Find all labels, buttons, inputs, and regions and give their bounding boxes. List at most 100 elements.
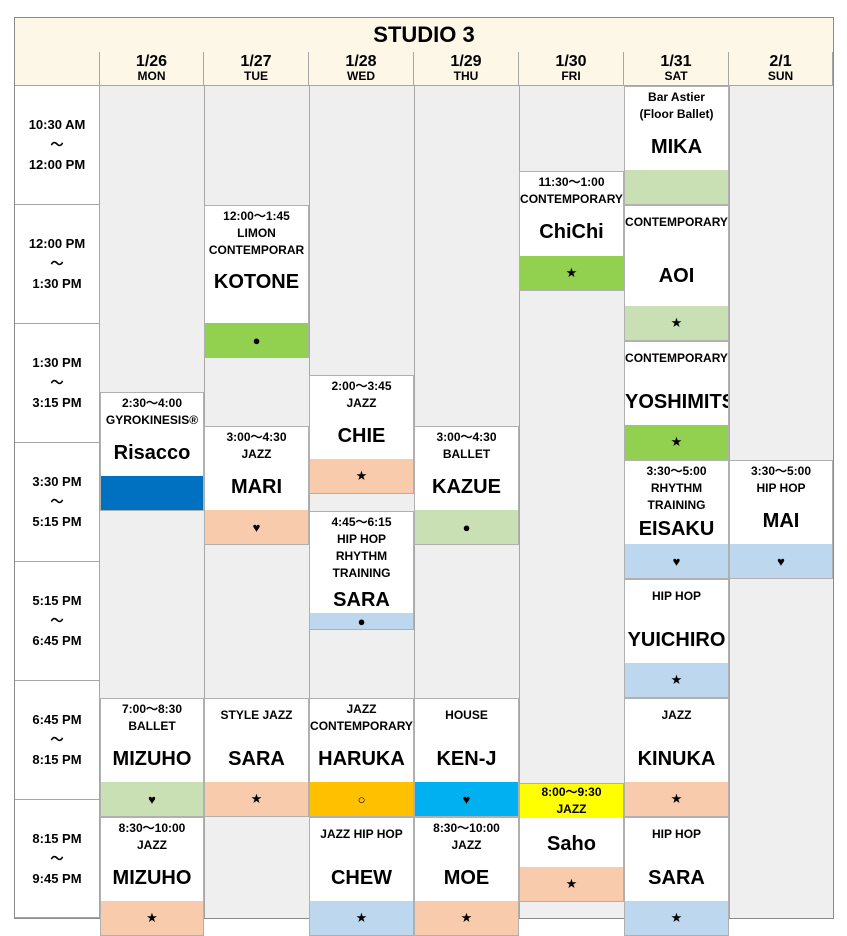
class-block[interactable]: STYLE JAZZ SARA ★ [204,698,309,817]
time-slot-label: 5:15 PM ～ 6:45 PM [15,562,100,681]
time-slot-label: 6:45 PM ～ 8:15 PM [15,681,100,800]
day-weekday: SAT [664,69,688,83]
class-genre: JAZZ [520,801,623,818]
day-weekday: THU [453,69,479,83]
class-level-bar: ★ [205,782,308,816]
class-level-bar: ★ [520,867,623,901]
class-genre: JAZZ [241,447,272,461]
star-icon: ★ [250,791,263,806]
class-level-bar: ★ [520,256,623,290]
class-instructor: KAZUE [432,476,501,498]
class-genre: BALLET [442,447,491,461]
class-instructor: Risacco [113,442,191,464]
column-divider [309,86,310,918]
studio-title: STUDIO 3 [15,18,833,53]
day-weekday: SUN [767,69,794,83]
day-header: 1/27 TUE [204,52,309,86]
class-block[interactable]: HOUSE KEN-J ♥ [414,698,519,817]
class-block[interactable]: JAZZ CONTEMPORARY HARUKA ○ [309,698,414,817]
class-block[interactable]: 3:30～5:00 RHYTHM TRAINING EISAKU ♥ [624,460,729,579]
class-genre: LIMON CONTEMPORAR [208,226,305,257]
class-block[interactable]: 8:30～10:00 JAZZ MOE ★ [414,817,519,936]
star-icon: ★ [146,910,158,925]
star-icon: ★ [355,910,368,925]
star-icon: ★ [670,434,683,449]
class-block[interactable]: 3:00～4:30 JAZZ MARI ♥ [204,426,309,545]
class-level-bar: ♥ [730,544,832,578]
dot-icon: ● [462,519,471,535]
day-date: 1/31 [660,53,692,70]
class-block[interactable]: JAZZ KINUKA ★ [624,698,729,817]
class-instructor: SARA [648,867,705,889]
class-genre: HIP HOP [756,481,806,495]
class-instructor: MARI [230,476,283,498]
class-genre: RHYTHM TRAINING [647,481,706,512]
class-block[interactable]: JAZZ HIP HOP CHEW ★ [309,817,414,936]
class-level-bar: ★ [625,306,728,340]
class-instructor: MAI [762,510,800,532]
class-block[interactable]: HIP HOP YUICHIRO ★ [624,579,729,698]
class-block[interactable]: 7:00～8:30 BALLET MIZUHO ♥ [100,698,204,817]
heart-icon: ♥ [777,553,785,569]
class-block[interactable]: 11:30～1:00 CONTEMPORARY ChiChi ★ [519,171,624,291]
class-level-bar: ★ [625,782,728,816]
class-time: 8:30～10:00 [433,821,500,835]
class-level-bar [625,170,728,204]
class-block[interactable]: 3:30～5:00 HIP HOP MAI ♥ [729,460,833,579]
class-instructor: YOSHIMITSU [625,391,728,413]
class-instructor: MOE [443,867,490,889]
class-genre: JAZZ [451,838,482,852]
class-genre: JAZZ CONTEMPORARY [310,702,413,733]
day-header: 1/30 FRI [519,52,624,86]
class-time: 2:00～3:45 [331,379,392,393]
class-genre: CONTEMPORARY [520,192,623,206]
class-time: 4:45～6:15 [331,515,392,529]
class-time: 8:30～10:00 [118,821,186,835]
circle-outline-icon: ○ [357,791,366,807]
class-block[interactable]: 2:30～4:00 GYROKINESIS® Risacco [100,392,204,511]
class-level-bar: ● [310,613,413,629]
class-level-bar: ○ [310,782,413,816]
class-instructor: CHEW [330,867,393,889]
class-genre: STYLE JAZZ [220,708,293,722]
class-block[interactable]: HIP HOP SARA ★ [624,817,729,936]
header-corner [15,52,100,86]
class-instructor: YUICHIRO [627,629,726,651]
class-instructor: EISAKU [638,518,715,540]
class-block[interactable]: CONTEMPORARY AOI ★ [624,205,729,341]
class-block[interactable]: 3:00～4:30 BALLET KAZUE ● [414,426,519,545]
class-block[interactable]: 12:00～1:45 LIMON CONTEMPORAR KOTONE ● [204,205,309,358]
class-time: 3:00～4:30 [436,430,497,444]
day-weekday: TUE [244,69,268,83]
class-genre: CONTEMPORARY [625,215,728,229]
time-slot-label: 10:30 AM ～ 12:00 PM [15,86,100,205]
class-block[interactable]: 8:00～9:30 JAZZ Saho ★ [519,783,624,902]
heart-icon: ♥ [148,791,156,807]
class-genre: JAZZ [661,708,692,722]
class-level-bar: ● [415,510,518,544]
time-slot-label: 12:00 PM ～ 1:30 PM [15,205,100,324]
class-instructor: KOTONE [213,271,300,293]
day-date: 1/30 [555,53,587,70]
class-genre: JAZZ HIP HOP [320,827,403,841]
class-genre: Bar Astier (Floor Ballet) [639,90,714,121]
class-genre: CONTEMPORARY [625,351,728,365]
class-instructor: AOI [658,265,695,287]
class-time: 12:00～1:45 [223,209,290,223]
class-instructor: Saho [547,833,596,855]
class-block[interactable]: 8:30～10:00 JAZZ MIZUHO ★ [100,817,204,936]
class-time: 3:30～5:00 [646,464,707,478]
day-weekday: MON [137,69,166,83]
day-header: 1/29 THU [414,52,519,86]
class-block[interactable]: 4:45～6:15 HIP HOP RHYTHM TRAINING SARA ● [309,511,414,630]
day-header: 1/28 WED [309,52,414,86]
class-time: 2:30～4:00 [121,396,183,410]
class-time: 3:30～5:00 [750,464,812,478]
class-block[interactable]: CONTEMPORARY YOSHIMITSU ★ [624,341,729,460]
class-level-bar: ★ [415,901,518,935]
class-genre: JAZZ [137,838,167,852]
class-level-bar: ★ [625,901,728,935]
class-block[interactable]: 2:00～3:45 JAZZ CHIE ★ [309,375,414,494]
day-weekday: WED [347,69,375,83]
class-block[interactable]: Bar Astier (Floor Ballet) MIKA [624,86,729,205]
